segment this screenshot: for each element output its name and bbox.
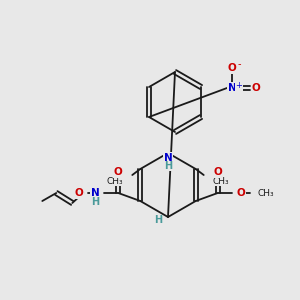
Text: O: O xyxy=(252,83,260,93)
Text: CH₃: CH₃ xyxy=(107,176,123,185)
Text: O: O xyxy=(114,167,123,177)
Text: N: N xyxy=(228,83,236,93)
Text: O: O xyxy=(74,188,83,198)
Text: O: O xyxy=(228,63,236,73)
Text: -: - xyxy=(237,59,241,69)
Text: +: + xyxy=(236,82,242,91)
Text: O: O xyxy=(213,167,222,177)
Text: H: H xyxy=(154,215,162,225)
Text: H: H xyxy=(91,197,99,207)
Text: H: H xyxy=(164,161,172,171)
Text: CH₃: CH₃ xyxy=(258,188,274,197)
Text: N: N xyxy=(164,153,172,163)
Text: O: O xyxy=(237,188,245,198)
Text: N: N xyxy=(91,188,99,198)
Text: CH₃: CH₃ xyxy=(213,176,229,185)
